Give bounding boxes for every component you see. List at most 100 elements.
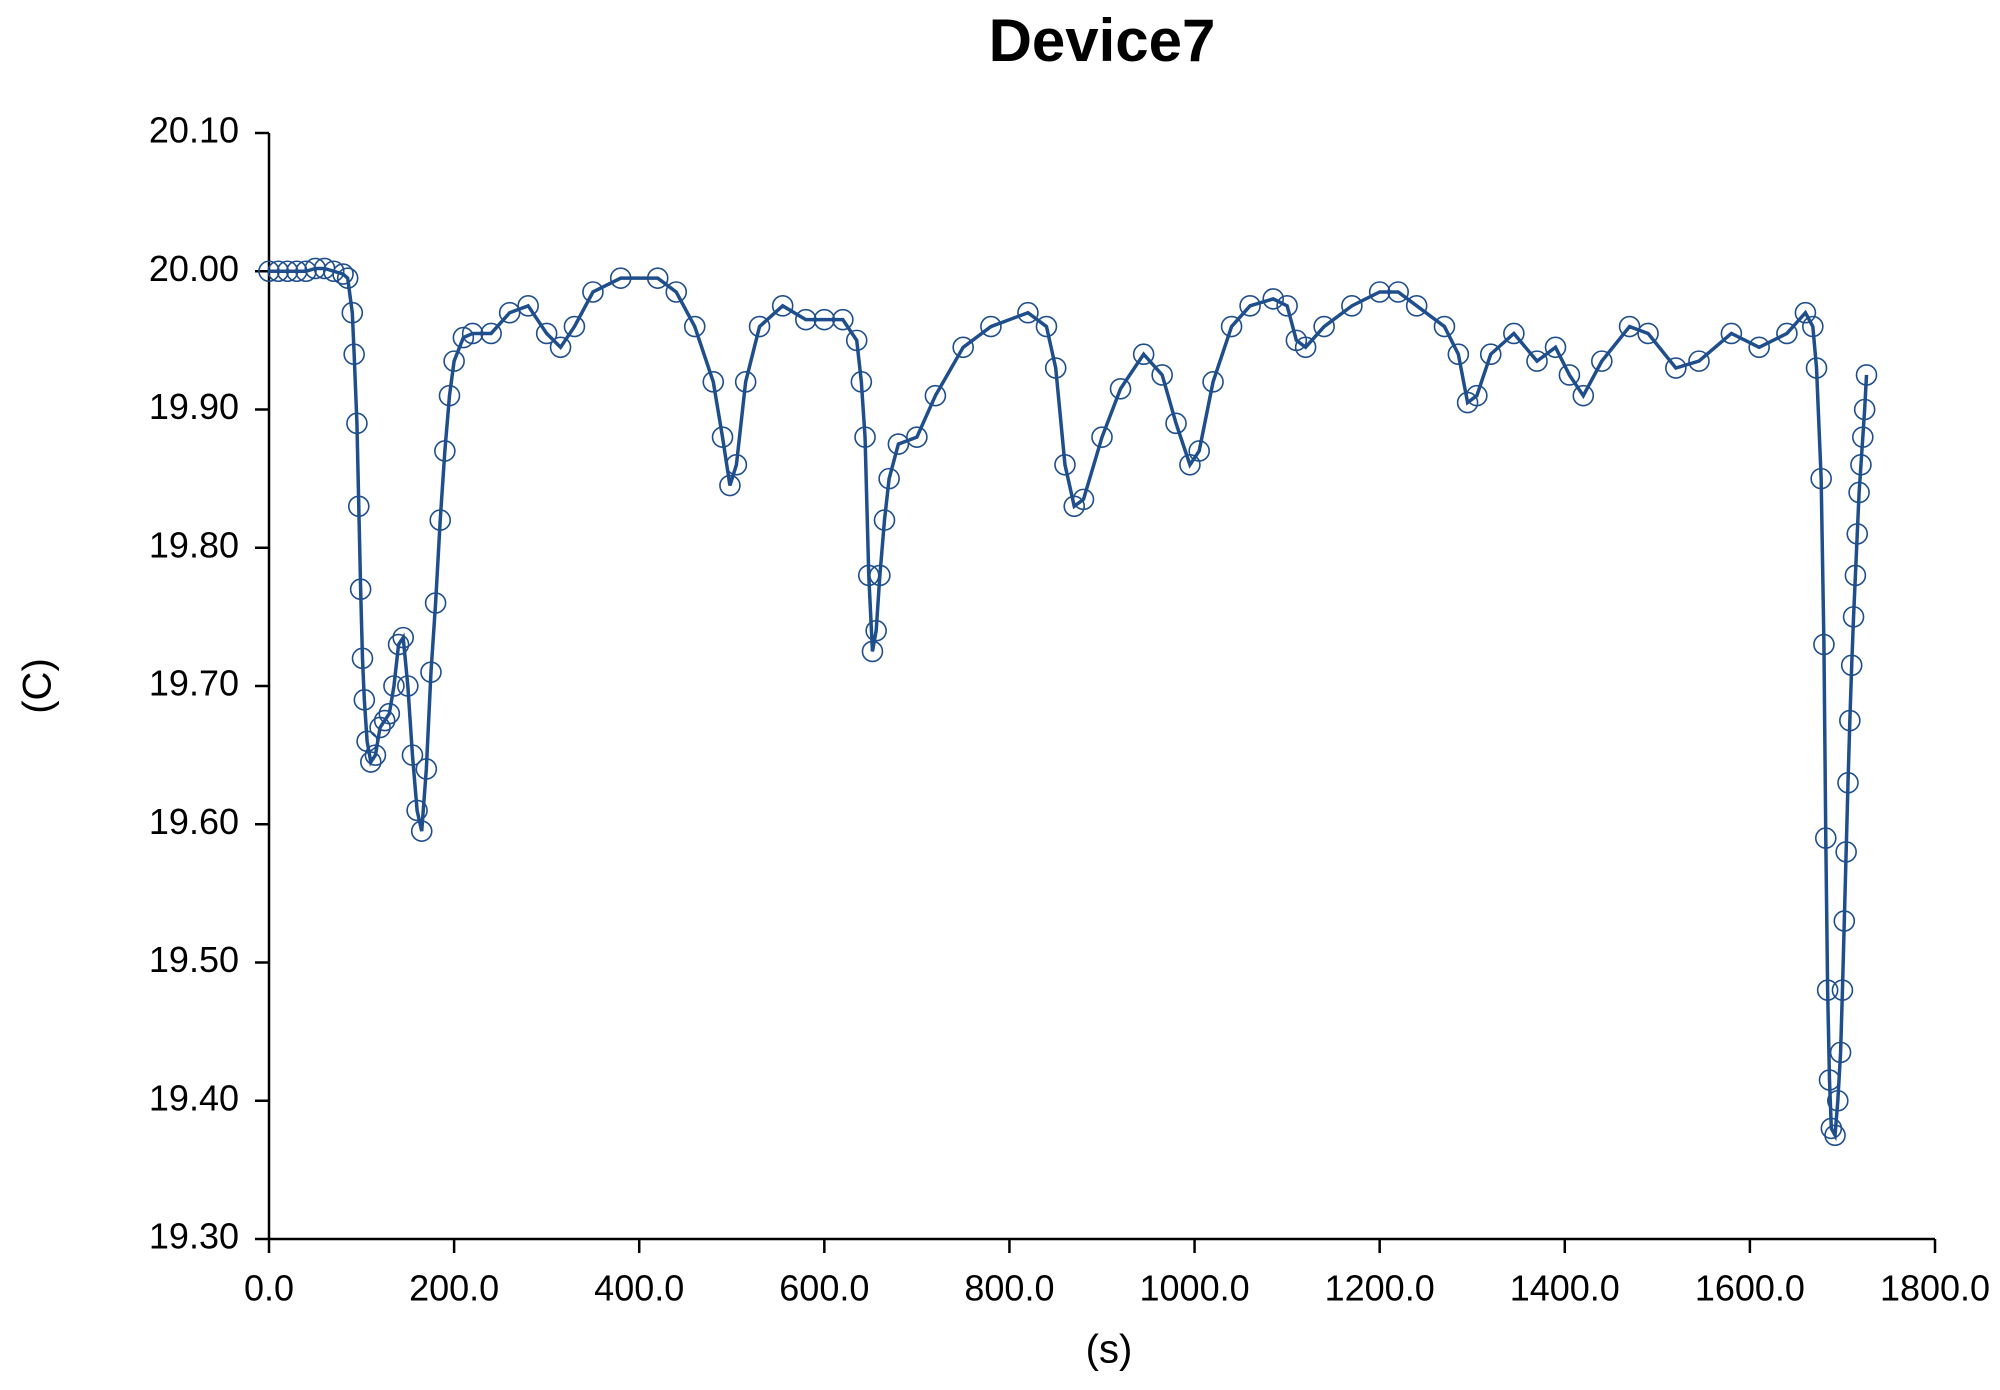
data-point	[1017, 301, 1039, 324]
data-point	[1618, 315, 1641, 338]
data-point	[1503, 322, 1525, 345]
data-point	[349, 578, 372, 601]
data-point	[924, 384, 947, 407]
data-point	[1447, 343, 1470, 366]
data-point	[854, 426, 876, 448]
data-point	[356, 730, 378, 753]
x-tick-label: 1000.0	[1140, 1268, 1250, 1309]
data-point	[1853, 398, 1876, 421]
data-point	[480, 322, 502, 345]
data-point	[873, 509, 896, 531]
y-tick-label: 19.70	[149, 663, 239, 704]
y-tick-label: 19.90	[149, 386, 239, 427]
data-point	[850, 371, 873, 393]
data-point	[1239, 295, 1261, 317]
data-point	[734, 371, 757, 393]
data-point	[1840, 654, 1863, 677]
y-tick-label: 20.10	[149, 110, 239, 151]
data-point	[1829, 1041, 1852, 1064]
data-point	[401, 744, 424, 766]
data-point	[258, 260, 280, 283]
data-point	[1818, 1069, 1841, 1091]
data-point	[1688, 350, 1710, 372]
data-point	[434, 440, 456, 462]
data-point	[1591, 350, 1613, 372]
data-point	[415, 758, 438, 780]
data-point	[267, 260, 290, 283]
data-point	[1341, 295, 1363, 317]
data-point	[498, 301, 521, 324]
data-point	[1833, 910, 1856, 932]
data-point	[906, 426, 928, 448]
data-point	[276, 260, 299, 283]
data-point	[1855, 364, 1878, 386]
y-tick-label: 19.40	[149, 1077, 239, 1118]
data-point	[1091, 426, 1113, 448]
data-point	[748, 315, 771, 338]
data-point	[771, 295, 794, 317]
data-point	[857, 564, 880, 587]
data-point	[1813, 633, 1835, 656]
data-point	[1816, 979, 1839, 1001]
data-point	[1262, 288, 1285, 310]
data-point	[1544, 336, 1567, 359]
data-point	[845, 329, 868, 352]
data-point	[1466, 384, 1488, 407]
x-tick-label: 0.0	[244, 1268, 294, 1309]
data-point	[1035, 315, 1058, 338]
data-point	[410, 820, 433, 842]
data-point	[1433, 315, 1456, 338]
data-point	[1188, 440, 1210, 462]
data-point	[725, 453, 748, 476]
data-point	[865, 619, 887, 642]
data-point	[1572, 384, 1595, 407]
data-point	[795, 308, 817, 331]
y-axis-label: (C)	[16, 658, 60, 714]
data-point	[878, 467, 900, 490]
data-point	[351, 647, 374, 670]
data-line	[269, 266, 1869, 1142]
data-point	[1831, 979, 1854, 1001]
data-point	[1044, 357, 1067, 379]
data-point	[1637, 322, 1659, 345]
data-point	[1814, 827, 1837, 849]
data-point	[1558, 364, 1581, 386]
x-tick-label: 400.0	[594, 1268, 684, 1309]
data-point	[1387, 281, 1409, 303]
x-tick-label: 200.0	[409, 1268, 499, 1309]
data-point	[429, 509, 452, 531]
data-point	[387, 633, 410, 656]
x-axis-label: (s)	[1086, 1328, 1133, 1372]
data-point	[665, 281, 688, 303]
data-point	[1846, 523, 1869, 545]
data-point	[322, 260, 345, 283]
data-point	[304, 257, 327, 280]
data-point	[1165, 412, 1187, 435]
data-point	[373, 709, 396, 732]
data-point	[461, 322, 484, 345]
data-point	[1824, 1124, 1846, 1147]
data-point	[1850, 453, 1872, 476]
data-point	[702, 371, 725, 393]
data-point	[869, 564, 891, 587]
data-point	[1837, 771, 1859, 794]
data-point	[1526, 350, 1548, 372]
data-point	[1276, 295, 1298, 317]
data-point	[364, 744, 387, 766]
y-tick-label: 19.80	[149, 524, 239, 565]
data-point	[1776, 322, 1798, 345]
data-point	[1294, 336, 1317, 359]
data-point	[1839, 709, 1861, 732]
data-point	[1827, 1089, 1849, 1112]
data-point	[563, 315, 586, 338]
data-point	[861, 640, 884, 663]
data-point	[711, 426, 734, 448]
data-point	[1054, 453, 1076, 476]
data-point	[813, 308, 836, 331]
y-tick-label: 19.60	[149, 801, 239, 842]
data-point	[1665, 357, 1687, 379]
data-point	[360, 751, 382, 773]
x-tick-label: 1200.0	[1325, 1268, 1435, 1309]
data-point	[1794, 301, 1817, 324]
